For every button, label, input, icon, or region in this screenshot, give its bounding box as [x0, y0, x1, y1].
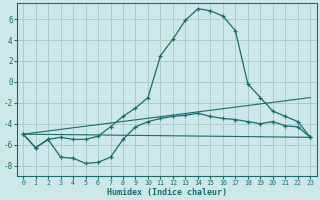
- X-axis label: Humidex (Indice chaleur): Humidex (Indice chaleur): [107, 188, 227, 197]
